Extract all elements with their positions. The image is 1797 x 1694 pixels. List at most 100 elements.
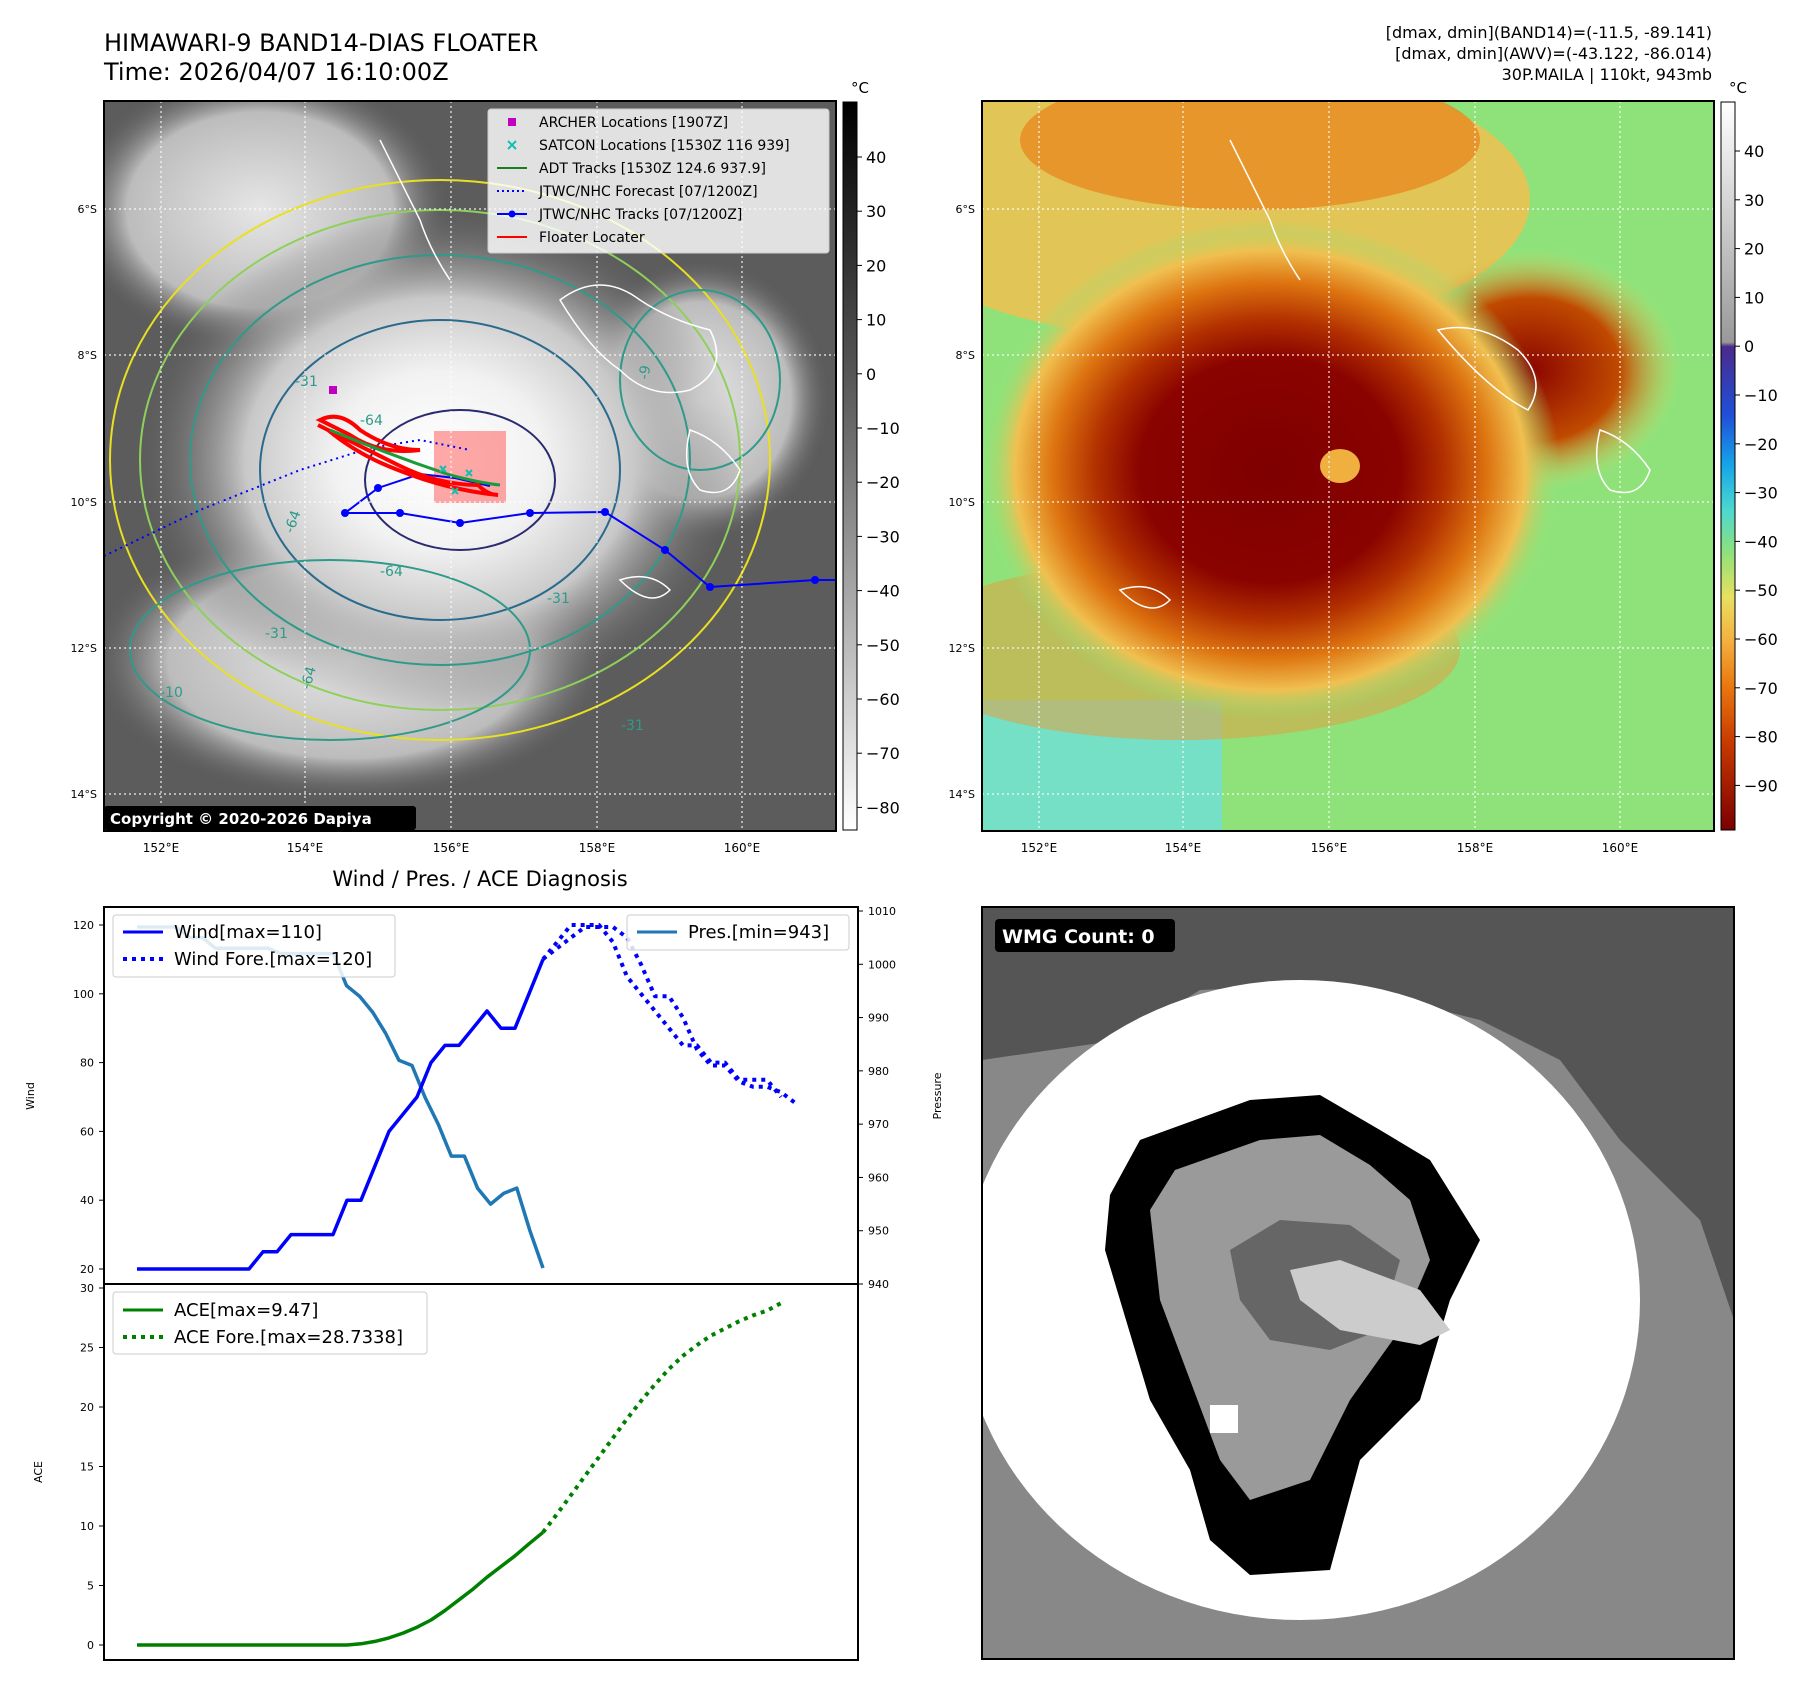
legend-marker-x: [507, 140, 517, 150]
lat-tick-label: 10°S: [71, 496, 97, 509]
wind-tick-label: 20: [80, 1263, 94, 1276]
contour-label: -64: [282, 508, 305, 535]
pressure-tick-label: 1010: [868, 905, 896, 918]
colorbar-tick-label: −70: [866, 744, 900, 763]
legend-label-ace: ACE[max=9.47]: [174, 1300, 318, 1321]
legend-label: ARCHER Locations [1907Z]: [539, 115, 728, 131]
ace-legend: ACE[max=9.47] ACE Fore.[max=28.7338]: [112, 1291, 428, 1355]
wmg-count-label: WMG Count: 0: [1002, 926, 1155, 948]
colorbar-tick-label: −50: [866, 636, 900, 655]
legend-box: [487, 108, 830, 254]
lon-tick-label: 158°E: [579, 841, 616, 855]
copyright-box: [104, 806, 416, 830]
pressure-tick-label: 980: [868, 1065, 889, 1078]
pressure-tick-label: 940: [868, 1278, 889, 1291]
wind-axis-label: Wind: [24, 1082, 37, 1110]
colorbar-tick-label: −80: [1744, 728, 1778, 747]
awv-coastline-2: [1229, 139, 1301, 281]
wind-tick-label: 40: [80, 1194, 94, 1207]
ir-colorbar: [842, 101, 858, 831]
lon-tick-label: 156°E: [433, 841, 470, 855]
colorbar-tick-label: 30: [1744, 191, 1764, 210]
colorbar-tick-label: 20: [866, 256, 886, 275]
colorbar-tick-label: −20: [1744, 435, 1778, 454]
contour-label: -31: [547, 591, 570, 607]
wind-tick-label: 100: [73, 988, 94, 1001]
wind-tick-label: 60: [80, 1125, 94, 1138]
ir-contour-south: [129, 559, 531, 741]
ir-coastline-island-1: [559, 284, 718, 394]
pressure-legend-box: [626, 914, 850, 951]
colorbar-tick-label: 20: [1744, 240, 1764, 259]
lat-tick-label: 8°S: [956, 349, 975, 362]
lat-tick-label: 12°S: [71, 642, 97, 655]
colorbar-tick-label: −60: [1744, 630, 1778, 649]
figure-title: HIMAWARI-9 BAND14-DIAS FLOATER: [104, 29, 538, 57]
colorbar-tick-label: 40: [866, 148, 886, 167]
contour-label: -9: [636, 364, 654, 381]
wind-legend-box: [112, 914, 396, 978]
colorbar-tick-label: 10: [866, 311, 886, 330]
ir-legend: ARCHER Locations [1907Z] SATCON Locations…: [487, 108, 830, 254]
legend-label: JTWC/NHC Tracks [07/1200Z]: [538, 207, 742, 223]
ace-axis-label: ACE: [32, 1461, 45, 1483]
awv-coastline-1: [1436, 326, 1537, 411]
wmg-white-patch: [1210, 1405, 1238, 1433]
lat-tick-label: 12°S: [949, 642, 975, 655]
pressure-tick-label: 960: [868, 1171, 889, 1184]
ace-tick-label: 5: [87, 1580, 94, 1593]
colorbar-tick-label: −40: [1744, 532, 1778, 551]
colorbar-tick-label: −10: [866, 419, 900, 438]
contour-label: -10: [160, 685, 183, 701]
ace-forecast-line: [541, 1301, 782, 1534]
contour-label: -64: [360, 413, 383, 429]
ir-contour-inner: [364, 409, 556, 551]
colorbar-tick-label: 30: [866, 202, 886, 221]
contour-label: -31: [621, 718, 644, 734]
wind-legend: Wind[max=110] Wind Fore.[max=120]: [112, 914, 396, 978]
awv-band-north-inner: [1020, 101, 1480, 210]
awv-frame: [981, 100, 1715, 832]
colorbar-tick-label: 10: [1744, 288, 1764, 307]
legend-marker-square: [508, 118, 516, 126]
awv-colorbar: [1720, 101, 1736, 831]
ace-line: [137, 1530, 545, 1647]
jtwc-track-points: [341, 484, 819, 591]
lat-tick-label: 6°S: [956, 203, 975, 216]
ir-map-panel: -64 -31 -64 -31 -64 -10 -31 -64 -31 -9 A…: [103, 79, 900, 832]
lon-tick-label: 154°E: [1165, 841, 1202, 855]
colorbar-tick-label: −30: [1744, 484, 1778, 503]
lat-tick-label: 10°S: [949, 496, 975, 509]
legend-label-wind-forecast: Wind Fore.[max=120]: [174, 949, 372, 970]
ir-coastline-island-2: [379, 139, 451, 281]
ir-coastline-island-3: [685, 429, 741, 494]
colorbar-tick-label: 0: [866, 365, 876, 384]
ir-contour-teal: [189, 254, 691, 666]
lon-tick-label: 154°E: [287, 841, 324, 855]
awv-gridlines: [982, 101, 1714, 831]
info-storm: 30P.MAILA | 110kt, 943mb: [1502, 65, 1712, 84]
lat-tick-label: 8°S: [78, 349, 97, 362]
ace-tick-label: 15: [80, 1461, 94, 1474]
ir-contour-east: [619, 289, 781, 471]
lon-tick-label: 160°E: [724, 841, 761, 855]
colorbar-tick-label: −50: [1744, 581, 1778, 600]
ir-gridlines: [104, 101, 836, 831]
lat-tick-label: 14°S: [71, 788, 97, 801]
pressure-axis-label: Pressure: [931, 1072, 944, 1119]
lon-tick-label: 160°E: [1602, 841, 1639, 855]
ace-tick-label: 25: [80, 1342, 94, 1355]
awv-colorbar-unit: °C: [1729, 79, 1747, 97]
wind-line: [137, 958, 545, 1271]
wind-tick-label: 120: [73, 919, 94, 932]
ir-contour-blue: [259, 319, 621, 621]
wmg-panel: WMG Count: 0: [981, 906, 1735, 1660]
ir-coastline-island-4: [618, 575, 672, 599]
wmg-eye: [1290, 1260, 1450, 1345]
legend-marker-dot: [508, 210, 516, 218]
info-band14: [dmax, dmin](BAND14)=(-11.5, -89.141): [1386, 23, 1712, 42]
ir-contour-green: [139, 209, 741, 711]
ir-frame: [103, 100, 837, 832]
